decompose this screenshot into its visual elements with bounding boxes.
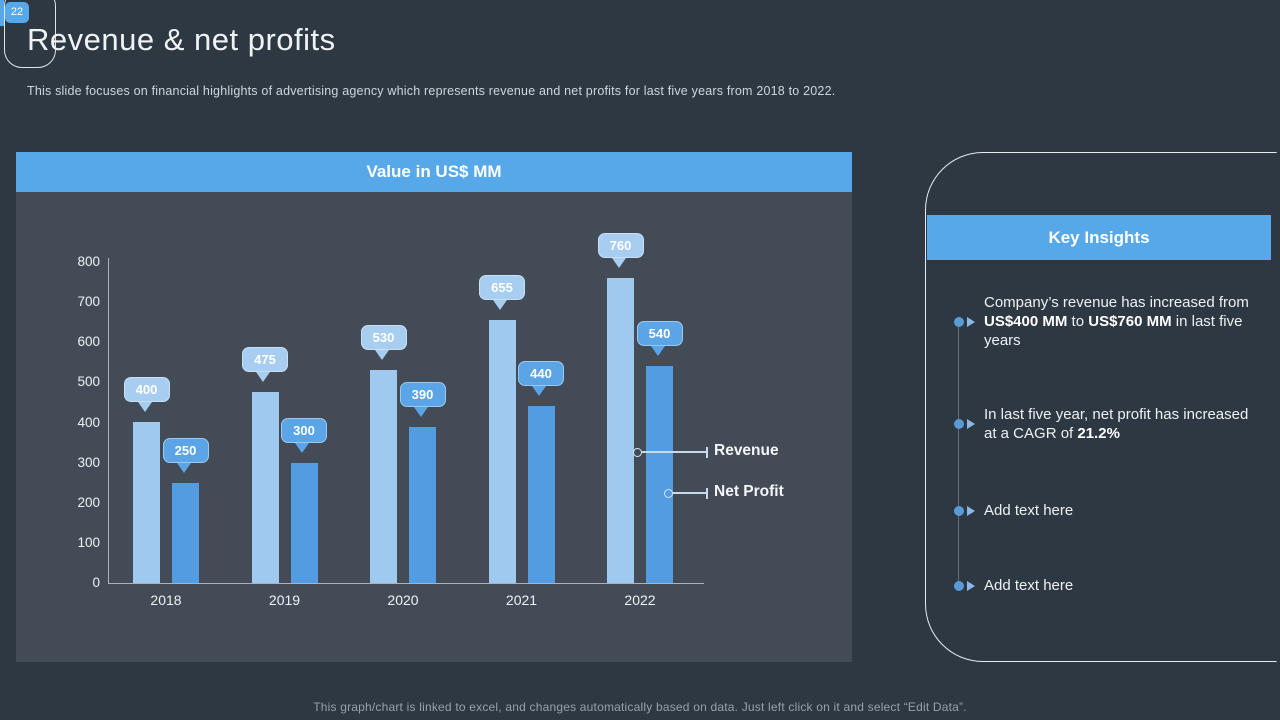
legend-connector-end-revenue [706, 446, 708, 458]
y-tick-label: 500 [77, 374, 100, 390]
data-label-tail [256, 372, 270, 382]
bullet-circle-icon [954, 419, 964, 429]
bullet-circle-icon [954, 580, 964, 591]
data-label-revenue-2022: 760 [597, 233, 644, 268]
bullet-arrow-icon [967, 580, 975, 591]
key-insights-panel: Key Insights Company’s revenue has incre… [925, 152, 1277, 662]
page-subtitle: This slide focuses on financial highligh… [27, 84, 836, 98]
y-tick-label: 600 [77, 334, 100, 350]
bar-chart[interactable]: Value in US$ MM 0 100 200 300 400 500 600 700 80… [16, 152, 852, 662]
data-label-tail [532, 386, 546, 396]
data-label-tail [137, 402, 152, 412]
insight-bullet [954, 580, 975, 591]
legend-connector-revenue [642, 451, 706, 453]
data-label-value: 250 [174, 443, 197, 458]
data-label-net-profit-2018: 250 [162, 438, 209, 473]
data-label-tail [176, 463, 191, 473]
chart-plot: 0 100 200 300 400 500 600 700 800 400 475 530 655 760… [16, 152, 852, 662]
data-label-net-profit-2021: 440 [518, 361, 564, 396]
data-label-net-profit-2019: 300 [281, 418, 327, 453]
bar-net-profit-2020 [409, 427, 436, 583]
insight-item-3: Add text here [954, 501, 1254, 520]
data-label-tail [611, 258, 626, 268]
data-label-tail [413, 407, 428, 417]
bar-revenue-2022 [607, 278, 634, 583]
data-label-value: 300 [293, 423, 315, 438]
bar-net-profit-2018 [172, 483, 199, 583]
x-axis-label-2020: 2020 [387, 592, 419, 608]
data-label-value: 655 [491, 280, 513, 295]
data-label-revenue-2018: 400 [123, 377, 170, 412]
data-label-value: 400 [135, 382, 158, 397]
data-label-revenue-2020: 530 [360, 325, 407, 360]
data-label-net-profit-2020: 390 [399, 382, 446, 417]
x-axis-label-2021: 2021 [505, 592, 538, 608]
bar-net-profit-2019 [290, 463, 318, 583]
slide-number: 22 [5, 2, 29, 23]
insight-bullet [954, 316, 975, 327]
x-axis-label-2019: 2019 [268, 592, 301, 608]
bullet-arrow-icon [967, 505, 975, 516]
insight-text: Add text here [984, 577, 1074, 594]
data-label-tail [493, 300, 507, 310]
y-tick-label: 200 [77, 494, 100, 510]
bar-revenue-2020 [370, 370, 397, 583]
insight-item-1: Company’s revenue has increased from US$… [954, 293, 1254, 350]
legend-label-revenue: Revenue [714, 442, 779, 459]
insight-text: In last five year, net profit has increa… [984, 406, 1249, 442]
insights-body: Company’s revenue has increased from US$… [926, 153, 1276, 661]
bullet-arrow-icon [967, 316, 975, 327]
x-axis-label-2022: 2022 [624, 592, 656, 608]
edge-accent-bar [0, 0, 4, 26]
page-title: Revenue & net profits [27, 22, 336, 57]
bar-revenue-2021 [488, 320, 516, 583]
y-tick-label: 100 [77, 534, 100, 550]
legend-marker-revenue [632, 447, 642, 457]
slide-footer-note: This graph/chart is linked to excel, and… [313, 700, 967, 714]
bullet-circle-icon [954, 505, 964, 516]
bar-revenue-2019 [251, 392, 279, 583]
legend-connector-net-profit [673, 492, 706, 494]
key-insights-title: Key Insights [927, 215, 1271, 260]
bar-net-profit-2022 [646, 366, 673, 583]
data-label-value: 475 [254, 352, 276, 367]
x-axis-label-2018: 2018 [150, 592, 182, 608]
insight-item-2: In last five year, net profit has increa… [954, 405, 1254, 443]
bar-net-profit-2021 [527, 406, 555, 583]
x-axis-line [108, 583, 704, 584]
y-tick-label: 400 [77, 414, 100, 430]
data-label-tail [295, 443, 309, 453]
y-tick-label: 700 [77, 294, 100, 310]
data-label-value: 390 [411, 387, 434, 402]
bullet-arrow-icon [967, 419, 975, 429]
insight-text: Add text here [984, 502, 1074, 519]
y-axis-line [108, 258, 109, 584]
bullet-circle-icon [954, 316, 964, 327]
data-label-value: 540 [648, 326, 671, 341]
bar-revenue-2018 [133, 422, 160, 583]
data-label-tail [650, 346, 665, 356]
legend-label-net-profit: Net Profit [714, 483, 784, 500]
insight-bullet [954, 419, 975, 429]
chart-title: Value in US$ MM [16, 152, 852, 192]
data-label-revenue-2019: 475 [242, 347, 288, 382]
y-tick-label: 0 [92, 575, 100, 590]
insights-connector-line [958, 321, 959, 587]
y-tick-label: 800 [77, 254, 100, 269]
insight-text: Company’s revenue has increased from US$… [984, 294, 1249, 349]
legend-marker-net-profit [663, 488, 673, 498]
legend-connector-end-net-profit [706, 487, 708, 499]
y-tick-label: 300 [77, 454, 100, 470]
data-label-net-profit-2022: 540 [636, 321, 683, 356]
insight-bullet [954, 505, 975, 516]
data-label-value: 440 [530, 366, 552, 381]
data-label-tail [374, 350, 389, 360]
data-label-revenue-2021: 655 [479, 275, 525, 310]
slide-number-badge [4, 0, 56, 68]
insight-item-4: Add text here [954, 576, 1254, 595]
data-label-value: 760 [609, 238, 632, 253]
data-label-value: 530 [372, 330, 395, 345]
